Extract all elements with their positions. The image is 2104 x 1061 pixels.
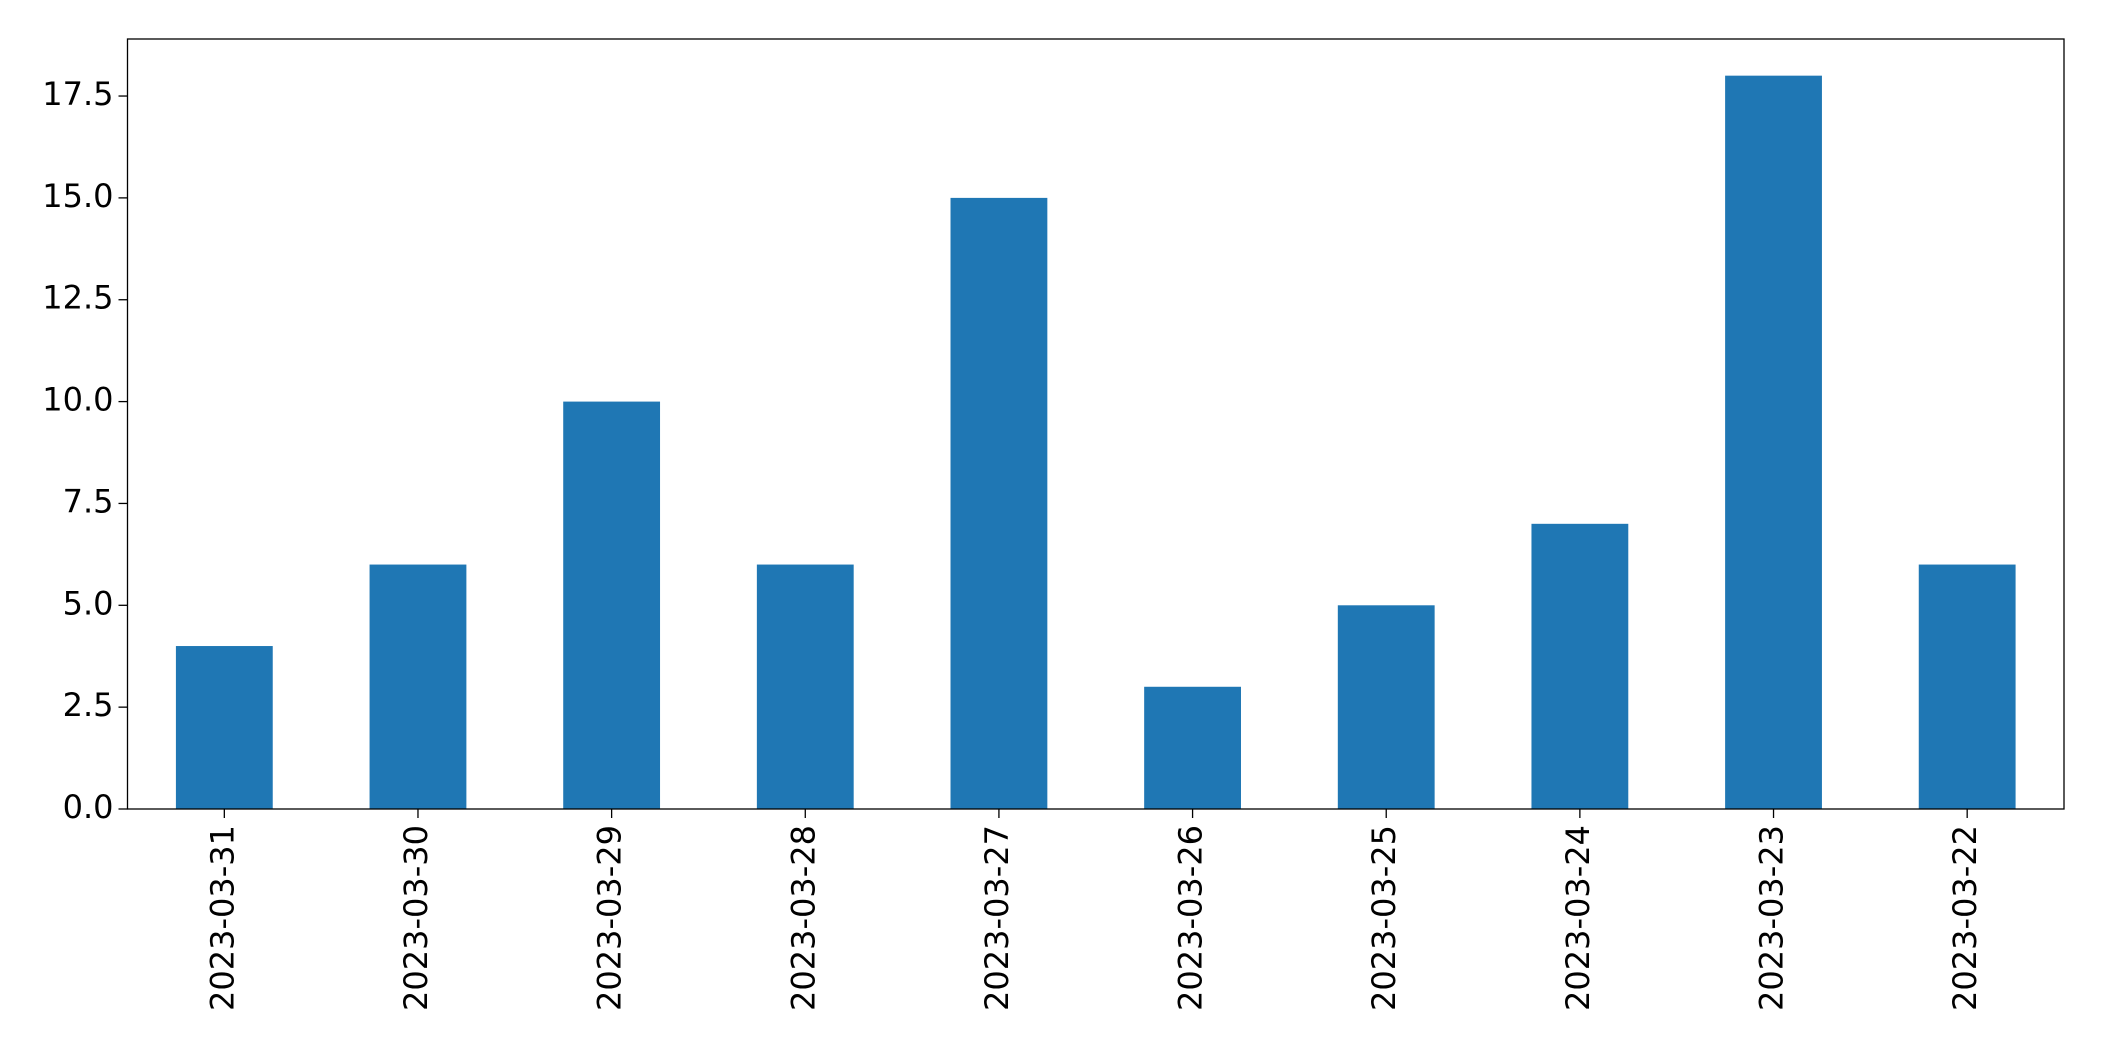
y-tick-label: 5.0 [63,584,114,622]
x-tick-label: 2023-03-31 [203,825,241,1011]
plot-frame [126,38,2065,810]
bar [175,646,273,809]
x-tick-label: 2023-03-22 [1946,825,1984,1011]
bar [1531,523,1629,809]
x-tick-label: 2023-03-29 [591,825,629,1011]
bar [563,401,661,809]
y-tick-label: 12.5 [42,279,113,317]
y-tick-label: 7.5 [63,482,114,520]
x-tick-label: 2023-03-26 [1172,825,1210,1011]
x-tick-label: 2023-03-28 [784,825,822,1011]
x-tick-label: 2023-03-24 [1559,825,1597,1011]
bar [1725,75,1822,809]
bar [1144,686,1241,809]
x-tick-label: 2023-03-30 [397,825,435,1011]
bar [369,564,467,809]
y-tick-label: 17.5 [42,75,113,113]
y-tick-label: 15.0 [42,177,113,215]
y-tick-label: 0.0 [63,788,114,826]
x-tick-label: 2023-03-25 [1365,825,1403,1011]
x-tick-label: 2023-03-27 [978,825,1016,1011]
bar [950,197,1048,809]
bar [1918,564,2016,809]
y-tick-label: 10.0 [42,381,113,419]
y-tick-label: 2.5 [63,686,114,724]
bar [756,564,854,809]
x-tick-label: 2023-03-23 [1753,825,1791,1011]
bar [1337,605,1435,809]
